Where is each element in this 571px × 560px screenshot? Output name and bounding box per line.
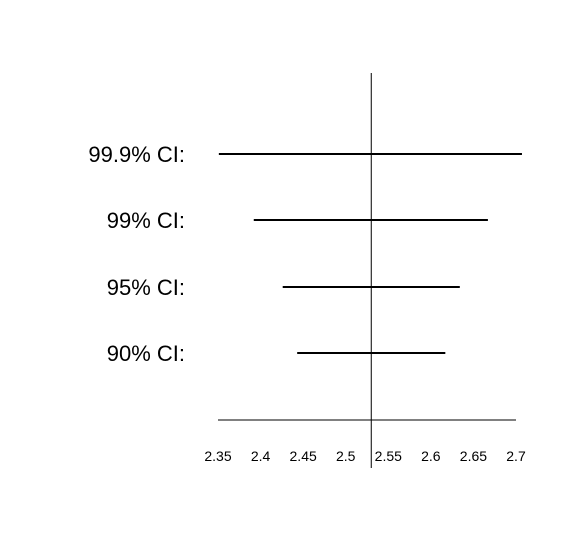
x-axis: 2.35 2.4 2.45 2.5 2.55 2.6 2.65 2.7	[204, 419, 526, 464]
interval-label: 90% CI:	[107, 341, 185, 366]
x-tick-label: 2.6	[421, 448, 441, 464]
x-tick-label: 2.55	[375, 448, 402, 464]
x-tick-label: 2.65	[460, 448, 487, 464]
interval-label: 95% CI:	[107, 275, 185, 300]
interval-label: 99% CI:	[107, 208, 185, 233]
x-tick-label: 2.5	[336, 448, 356, 464]
x-tick-label: 2.45	[290, 448, 317, 464]
interval-labels: 99.9% CI: 99% CI: 95% CI: 90% CI:	[88, 142, 185, 366]
interval-label: 99.9% CI:	[88, 142, 185, 167]
interval-series	[218, 153, 522, 354]
x-tick-label: 2.7	[506, 448, 526, 464]
x-tick-label: 2.4	[251, 448, 271, 464]
x-tick-label: 2.35	[204, 448, 231, 464]
